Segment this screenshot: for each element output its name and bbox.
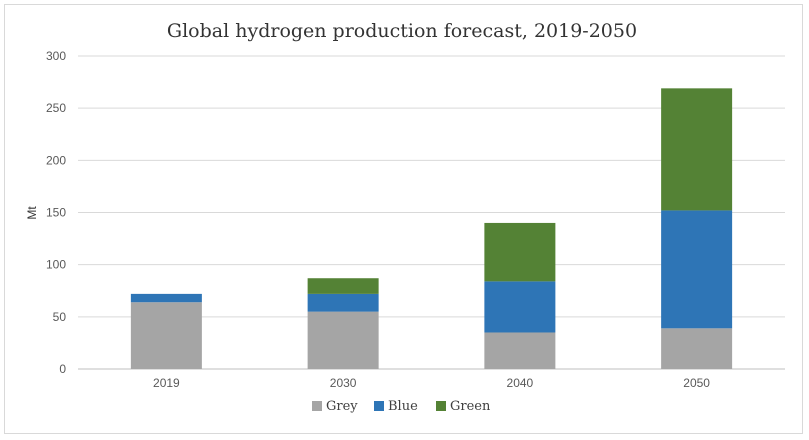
bar-grey-2050 [661,328,733,369]
y-axis-label: Mt [25,206,39,220]
bar-green-2040 [484,222,556,282]
y-tick-labels: 0 50 100 150 200 250 300 [46,49,66,376]
bar-blue-2040 [484,281,556,333]
legend-label-green: Green [450,399,491,414]
legend-label-blue: Blue [388,399,418,414]
y-tick-label: 200 [46,153,66,167]
legend-swatch-blue [374,401,384,411]
y-tick-label: 150 [46,206,66,220]
bar-blue-2019 [130,293,202,303]
y-tick-label: 250 [46,101,66,115]
legend-label-grey: Grey [326,399,358,414]
y-tick-label: 50 [53,310,67,324]
y-tick-label: 300 [46,49,66,63]
bar-green-2050 [661,88,733,211]
bar-grey-2030 [307,311,379,369]
bar-blue-2050 [661,210,733,329]
x-tick-label: 2030 [330,376,357,390]
y-tick-label: 100 [46,258,66,272]
chart-title: Global hydrogen production forecast, 201… [167,20,637,42]
x-tick-label: 2050 [683,376,710,390]
bars [130,88,733,369]
x-tick-labels: 2019 2030 2040 2050 [153,376,710,390]
x-tick-label: 2040 [507,376,534,390]
x-tick-label: 2019 [153,376,180,390]
bar-blue-2030 [307,293,379,312]
legend-swatch-grey [312,401,322,411]
bar-grey-2040 [484,332,556,369]
legend: Grey Blue Green [312,399,491,414]
y-tick-label: 0 [59,362,66,376]
bar-green-2030 [307,278,379,294]
bar-grey-2019 [130,302,202,369]
legend-swatch-green [436,401,446,411]
